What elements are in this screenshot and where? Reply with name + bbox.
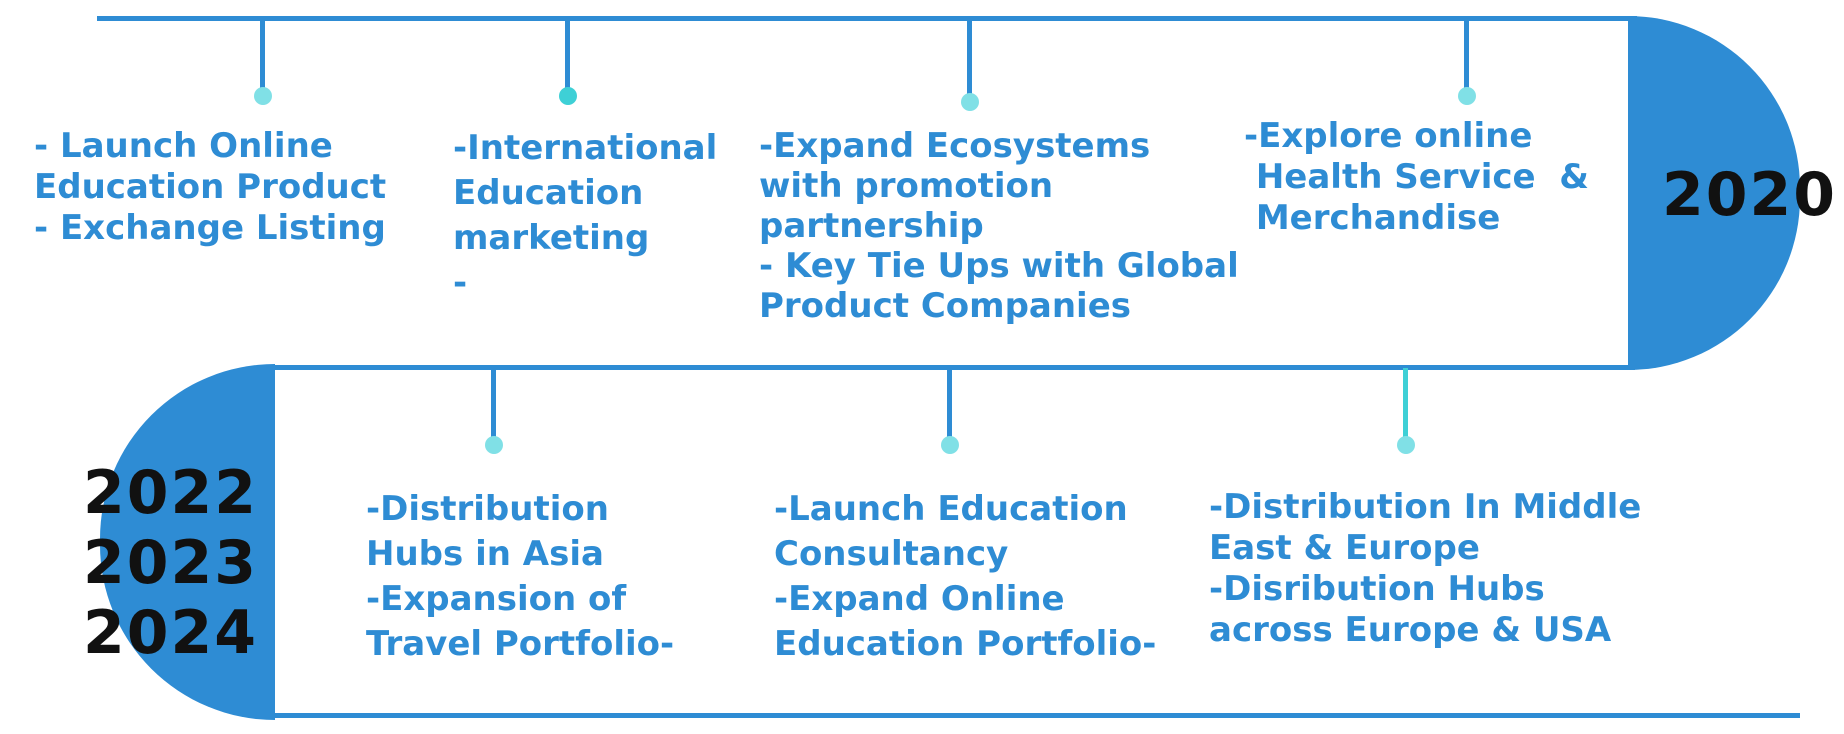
milestone-2020-item-4: -Explore online Health Service & Merchan…	[1244, 116, 1589, 238]
top-stem-2	[565, 18, 570, 92]
bottom-timeline-line	[270, 713, 1800, 718]
year-label-2020: 2020	[1662, 160, 1837, 230]
top-marker-dot-1	[254, 87, 272, 105]
top-marker-dot-3	[961, 93, 979, 111]
milestone-2020-item-2: -International Education marketing -	[453, 128, 718, 303]
top-marker-dot-4	[1458, 87, 1476, 105]
bottom-stem-3	[1403, 368, 1408, 442]
bottom-marker-dot-3	[1397, 436, 1415, 454]
bottom-stem-1	[491, 368, 496, 442]
top-stem-1	[260, 18, 265, 92]
milestone-2022-item-2: -Launch Education Consultancy -Expand On…	[774, 489, 1157, 664]
milestone-2020-item-1: - Launch Online Education Product - Exch…	[34, 126, 387, 248]
top-stem-3	[967, 18, 972, 98]
milestone-2022-item-3: -Distribution In Middle East & Europe -D…	[1209, 487, 1642, 650]
bottom-marker-dot-1	[485, 436, 503, 454]
top-timeline-line	[97, 16, 1637, 21]
year-label-2022-2024: 2022 2023 2024	[83, 458, 258, 668]
milestone-2020-item-3: -Expand Ecosystems with promotion partne…	[759, 126, 1239, 326]
bottom-marker-dot-2	[941, 436, 959, 454]
bottom-stem-2	[947, 368, 952, 442]
middle-timeline-line	[270, 365, 1635, 370]
top-marker-dot-2	[559, 87, 577, 105]
top-stem-4	[1464, 18, 1469, 92]
milestone-2022-item-1: -Distribution Hubs in Asia -Expansion of…	[366, 489, 675, 664]
